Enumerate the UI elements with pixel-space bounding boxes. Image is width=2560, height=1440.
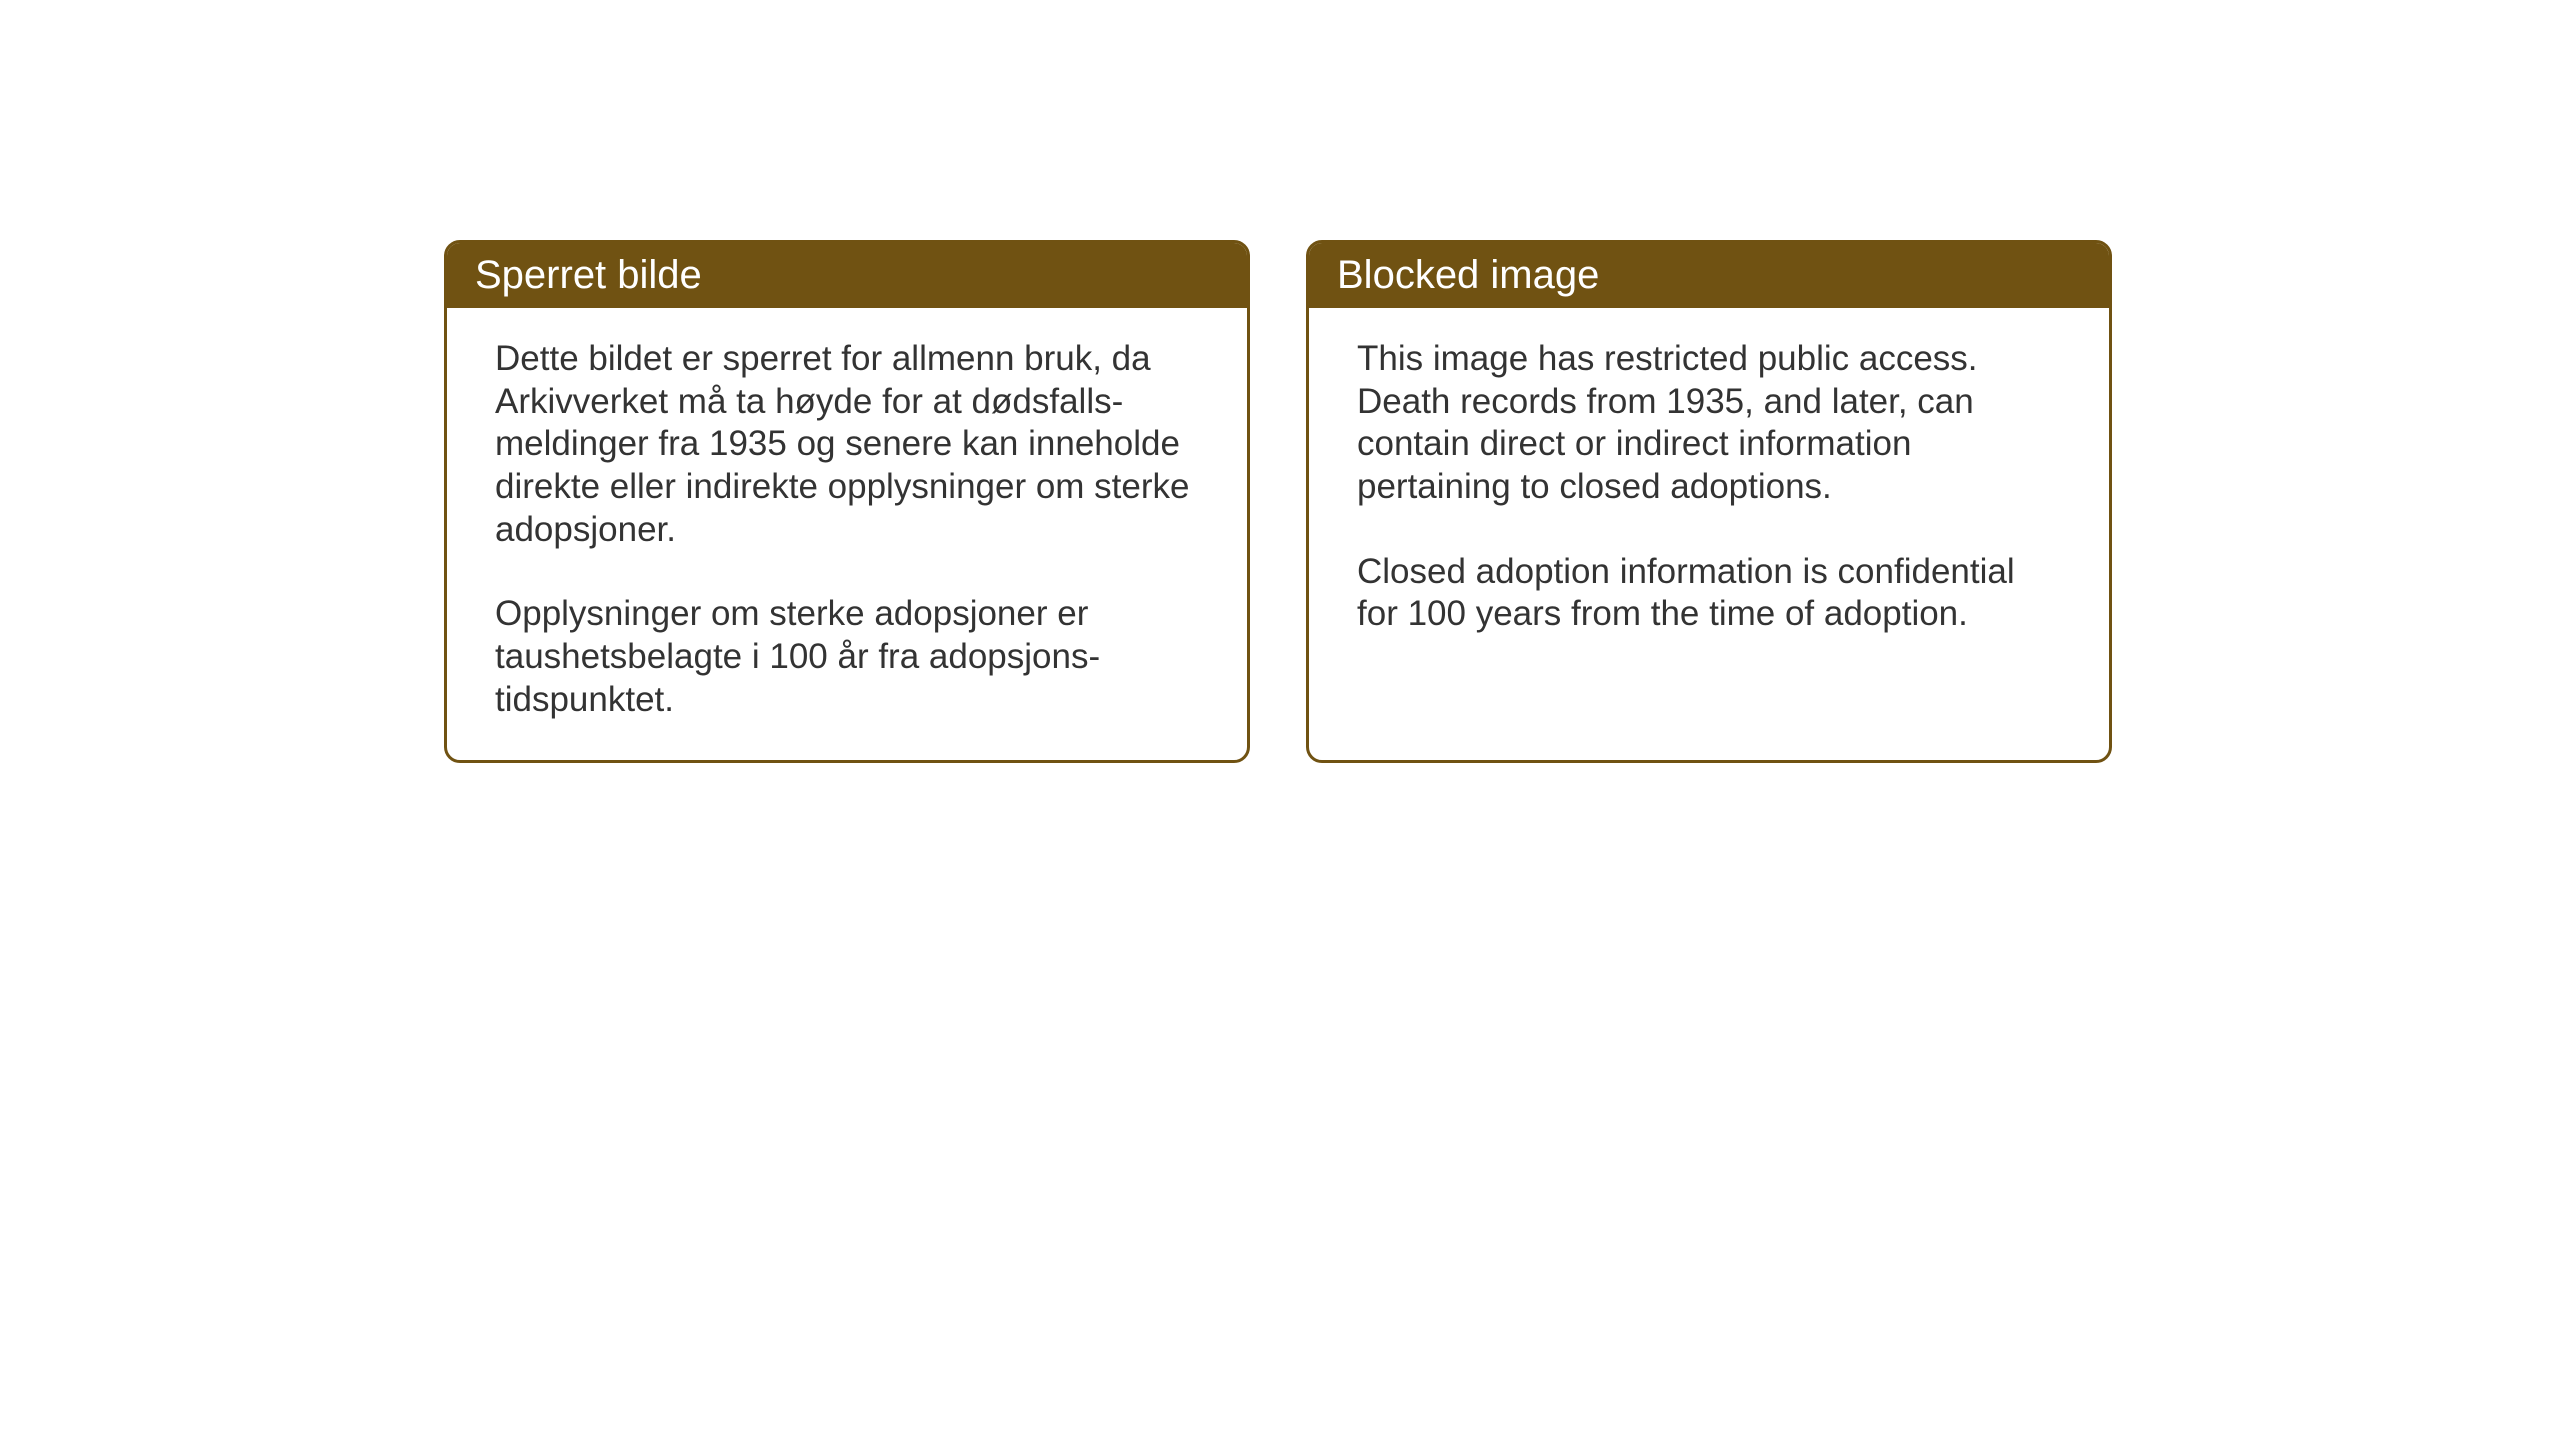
norwegian-paragraph-1: Dette bildet er sperret for allmenn bruk… xyxy=(495,338,1199,551)
norwegian-paragraph-2: Opplysninger om sterke adopsjoner er tau… xyxy=(495,593,1199,721)
english-paragraph-1: This image has restricted public access.… xyxy=(1357,338,2061,509)
english-notice-body: This image has restricted public access.… xyxy=(1309,308,2109,674)
notice-container: Sperret bilde Dette bildet er sperret fo… xyxy=(444,240,2112,763)
norwegian-notice-box: Sperret bilde Dette bildet er sperret fo… xyxy=(444,240,1250,763)
norwegian-notice-title: Sperret bilde xyxy=(447,243,1247,308)
english-paragraph-2: Closed adoption information is confident… xyxy=(1357,551,2061,636)
english-notice-title: Blocked image xyxy=(1309,243,2109,308)
english-notice-box: Blocked image This image has restricted … xyxy=(1306,240,2112,763)
norwegian-notice-body: Dette bildet er sperret for allmenn bruk… xyxy=(447,308,1247,760)
